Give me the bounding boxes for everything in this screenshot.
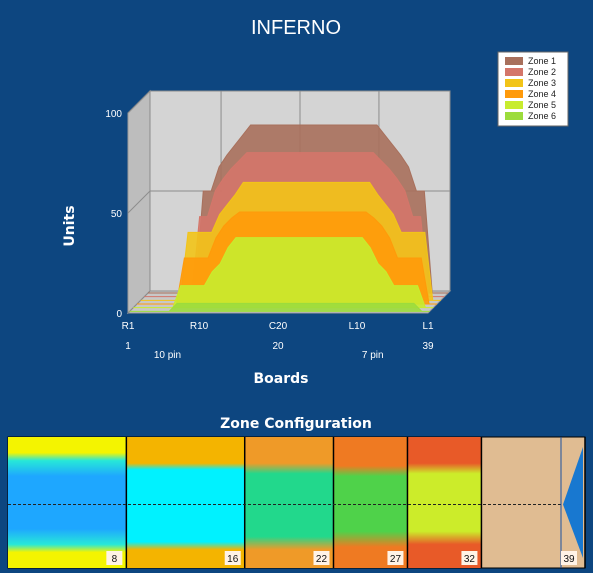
x-tick-label: R10 — [190, 321, 209, 332]
boundary-label-bg — [561, 551, 577, 565]
zone-configuration: 8 16 22 27 32 39 — [7, 436, 586, 569]
legend-label-5: Zone 5 — [528, 100, 556, 110]
chart-title: INFERNO — [251, 17, 341, 39]
axis-ticks: 0 50 100 R1 R10 C20 L10 L1 1 20 39 10 pin 7 pin — [105, 109, 434, 361]
boundary-label: 27 — [390, 554, 402, 565]
legend-swatch-1 — [505, 57, 523, 65]
legend-label-1: Zone 1 — [528, 56, 556, 66]
legend-label-3: Zone 3 — [528, 78, 556, 88]
zone-band-2 — [126, 437, 245, 568]
boundary-label-bg — [224, 551, 241, 565]
boundary-label-bg — [313, 551, 330, 565]
legend-label-4: Zone 4 — [528, 89, 556, 99]
x-axis-title: Boards — [254, 371, 309, 387]
zone-band-4 — [333, 437, 408, 568]
y-tick-label: 0 — [116, 309, 122, 320]
x-tick-label: L10 — [349, 321, 366, 332]
zone-band-1 — [8, 437, 127, 568]
series-area-5 — [133, 237, 434, 309]
boundary-label: 39 — [563, 554, 575, 565]
boundary-label: 16 — [227, 554, 239, 565]
legend-swatch-2 — [505, 68, 523, 76]
pin-annotation: 7 pin — [362, 350, 384, 361]
x-board-number: 20 — [272, 341, 284, 352]
boundary-label-bg — [106, 551, 123, 565]
boundary-label: 22 — [316, 554, 328, 565]
boundary-label-bg — [461, 551, 478, 565]
legend-label-6: Zone 6 — [528, 111, 556, 121]
zone-config-title: Zone Configuration — [220, 416, 372, 432]
gridline-left — [127, 190, 151, 214]
boundary-label: 32 — [464, 554, 476, 565]
y-tick-label: 100 — [105, 109, 122, 120]
legend-swatch-5 — [505, 101, 523, 109]
x-tick-label: C20 — [269, 321, 288, 332]
x-tick-label: R1 — [122, 321, 135, 332]
legend-label-2: Zone 2 — [528, 67, 556, 77]
gridline-left — [127, 290, 151, 314]
x-tick-label: L1 — [422, 321, 434, 332]
x-board-number: 39 — [422, 341, 434, 352]
legend-swatch-6 — [505, 112, 523, 120]
pin-annotation: 10 pin — [154, 350, 181, 361]
plot-area — [126, 89, 452, 315]
boundary-label-bg — [387, 551, 404, 565]
boundary-label: 8 — [112, 554, 118, 565]
x-board-number: 1 — [125, 341, 131, 352]
legend-swatch-4 — [505, 90, 523, 98]
series-area-6 — [129, 302, 430, 312]
legend-swatch-3 — [505, 79, 523, 87]
y-axis-title: Units — [62, 205, 78, 246]
gridline-left — [127, 90, 151, 114]
arrow-icon — [563, 447, 583, 558]
zone-band-3 — [244, 437, 334, 568]
zone-band-5 — [407, 437, 482, 568]
y-tick-label: 50 — [111, 209, 123, 220]
